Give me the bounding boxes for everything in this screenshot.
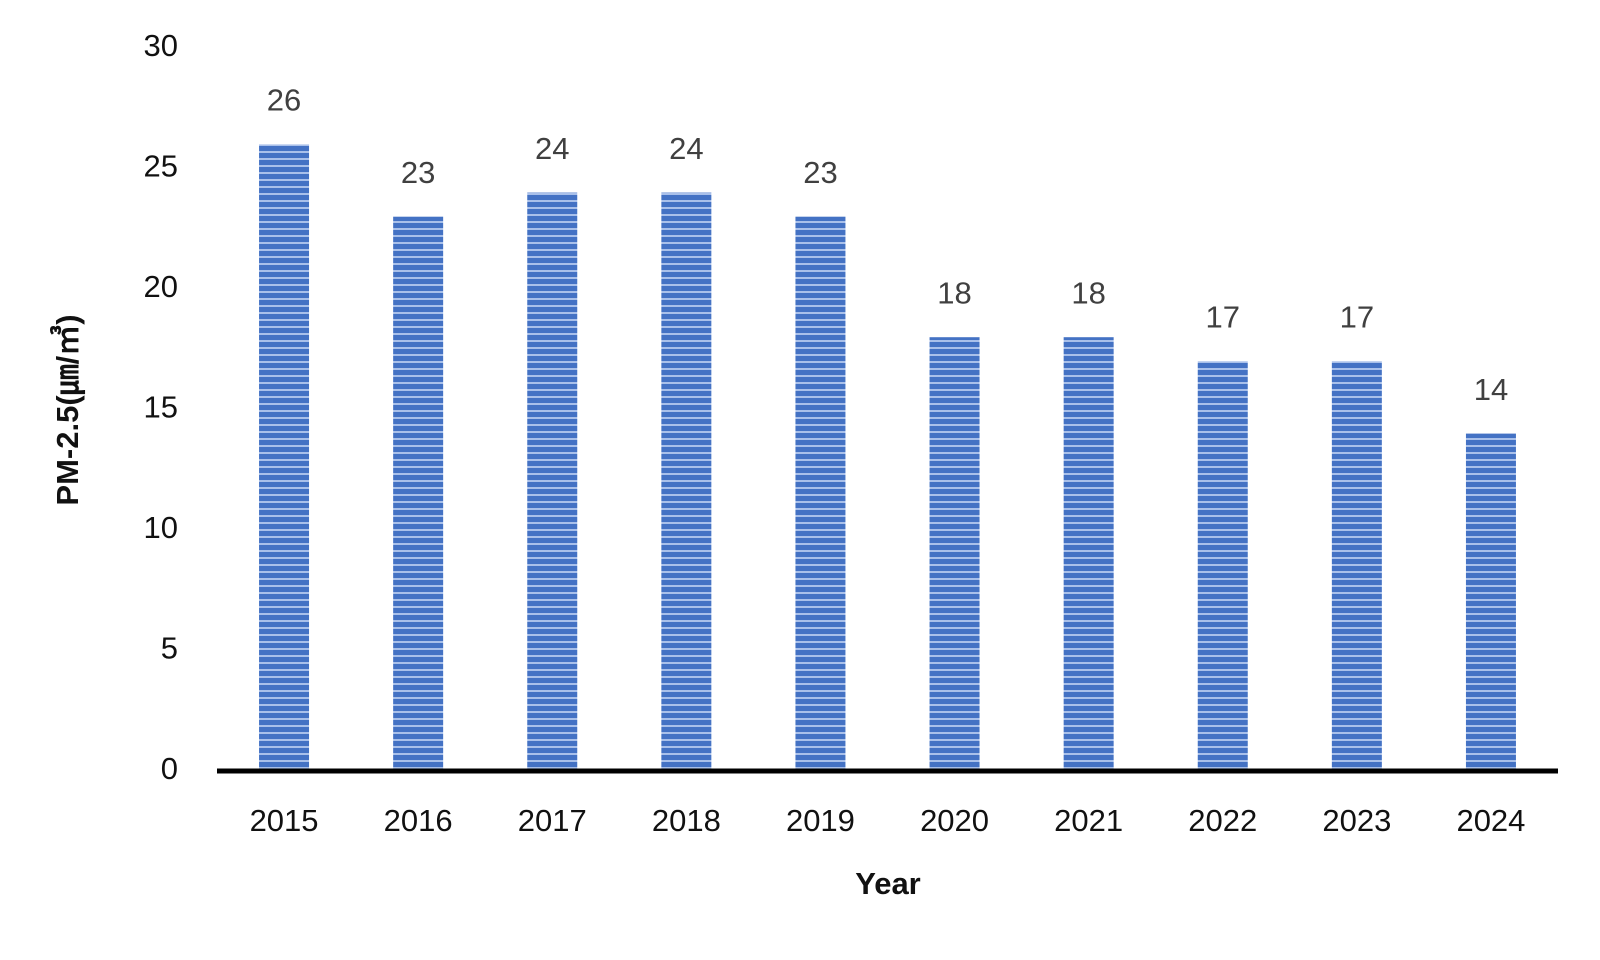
bar (661, 192, 712, 772)
data-label: 14 (1474, 372, 1508, 407)
bar (929, 337, 980, 771)
x-tick-label: 2018 (652, 803, 721, 838)
y-tick-label: 20 (144, 269, 178, 304)
x-tick-label: 2023 (1322, 803, 1391, 838)
x-tick-label: 2015 (250, 803, 319, 838)
bar (393, 216, 444, 771)
y-tick-label: 30 (144, 28, 178, 63)
y-tick-label: 0 (161, 751, 178, 786)
x-tick-label: 2021 (1054, 803, 1123, 838)
x-axis-title: Year (855, 866, 921, 901)
bar (795, 216, 846, 771)
bar (527, 192, 578, 772)
data-label: 18 (1071, 275, 1105, 310)
x-tick-label: 2019 (786, 803, 855, 838)
y-axis-title: PM-2.5(㎛/㎥) (50, 314, 86, 505)
x-tick-label: 2024 (1456, 803, 1525, 838)
data-label: 24 (669, 131, 703, 166)
data-label: 23 (803, 155, 837, 190)
data-label: 17 (1206, 299, 1240, 334)
bar (1063, 337, 1114, 771)
bar (1197, 361, 1248, 771)
bar (1331, 361, 1382, 771)
y-tick-label: 10 (144, 510, 178, 545)
y-tick-label: 5 (161, 631, 178, 666)
bar (259, 144, 310, 771)
data-label: 18 (937, 275, 971, 310)
data-label: 17 (1340, 299, 1374, 334)
x-tick-label: 2022 (1188, 803, 1257, 838)
data-label: 24 (535, 131, 569, 166)
y-tick-label: 25 (144, 149, 178, 184)
x-tick-label: 2020 (920, 803, 989, 838)
y-tick-label: 15 (144, 390, 178, 425)
x-tick-label: 2016 (384, 803, 453, 838)
data-label: 26 (267, 83, 301, 118)
bar (1465, 433, 1516, 771)
x-tick-label: 2017 (518, 803, 587, 838)
data-label: 23 (401, 155, 435, 190)
